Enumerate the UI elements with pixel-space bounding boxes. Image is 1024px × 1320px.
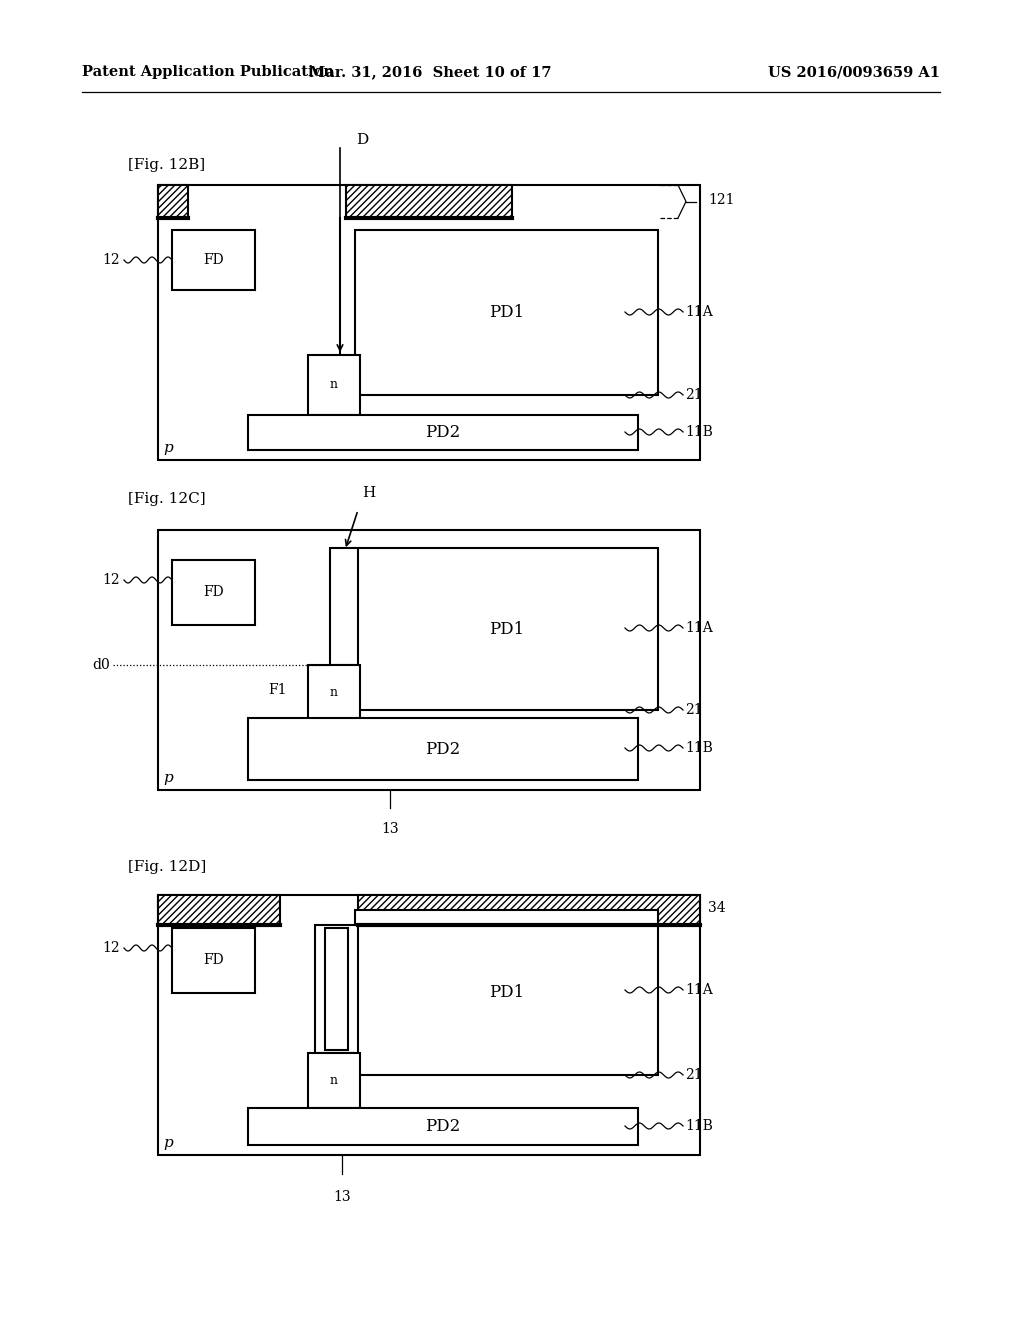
Text: PD2: PD2 [425, 424, 461, 441]
Text: p: p [163, 1137, 173, 1150]
Bar [346, 185, 512, 218]
Text: 11A: 11A [685, 983, 713, 997]
Text: 12: 12 [102, 941, 120, 954]
Bar [330, 548, 358, 665]
Text: 11B: 11B [685, 425, 713, 440]
Text: p: p [163, 441, 173, 455]
Text: n: n [330, 379, 338, 392]
Text: Mar. 31, 2016  Sheet 10 of 17: Mar. 31, 2016 Sheet 10 of 17 [309, 65, 551, 79]
Bar [158, 185, 700, 459]
Text: p: p [163, 771, 173, 785]
Text: 34: 34 [708, 902, 726, 915]
Text: PD1: PD1 [488, 304, 524, 321]
Text: 21: 21 [685, 1068, 702, 1082]
Text: 13: 13 [381, 822, 398, 836]
Bar [248, 718, 638, 780]
Text: FD: FD [203, 253, 224, 267]
Bar [355, 548, 658, 710]
Bar [158, 185, 188, 218]
Text: 11B: 11B [685, 741, 713, 755]
Text: [Fig. 12B]: [Fig. 12B] [128, 158, 205, 172]
Bar [308, 355, 360, 414]
Text: n: n [330, 686, 338, 700]
Bar [158, 531, 700, 789]
Text: D: D [356, 133, 369, 147]
Bar [172, 560, 255, 624]
Text: FD: FD [203, 586, 224, 599]
Text: 12: 12 [102, 573, 120, 587]
Text: 21: 21 [685, 704, 702, 717]
Text: Patent Application Publication: Patent Application Publication [82, 65, 334, 79]
Bar [248, 414, 638, 450]
Text: [Fig. 12C]: [Fig. 12C] [128, 492, 206, 506]
Text: 12: 12 [102, 253, 120, 267]
Text: F1: F1 [268, 682, 287, 697]
Bar [158, 895, 280, 925]
Bar [172, 928, 255, 993]
Text: n: n [330, 1074, 338, 1086]
Bar [248, 1107, 638, 1144]
Text: 11A: 11A [685, 305, 713, 319]
Text: 11B: 11B [685, 1119, 713, 1133]
Bar [355, 909, 658, 1074]
Bar [308, 665, 360, 719]
Bar [355, 230, 658, 395]
Bar [358, 895, 700, 925]
Bar [315, 925, 358, 1053]
Text: 11A: 11A [685, 620, 713, 635]
Bar [308, 1053, 360, 1107]
Text: 13: 13 [333, 1191, 351, 1204]
Bar [172, 230, 255, 290]
Text: PD2: PD2 [425, 741, 461, 758]
Text: H: H [362, 486, 375, 500]
Text: FD: FD [203, 953, 224, 968]
Bar [158, 895, 700, 1155]
Text: PD1: PD1 [488, 620, 524, 638]
Text: d0: d0 [92, 657, 110, 672]
Text: 121: 121 [708, 193, 734, 207]
Text: US 2016/0093659 A1: US 2016/0093659 A1 [768, 65, 940, 79]
Text: PD1: PD1 [488, 983, 524, 1001]
Bar [325, 928, 348, 1049]
Text: [Fig. 12D]: [Fig. 12D] [128, 861, 206, 874]
Text: PD2: PD2 [425, 1118, 461, 1135]
Text: 21: 21 [685, 388, 702, 403]
